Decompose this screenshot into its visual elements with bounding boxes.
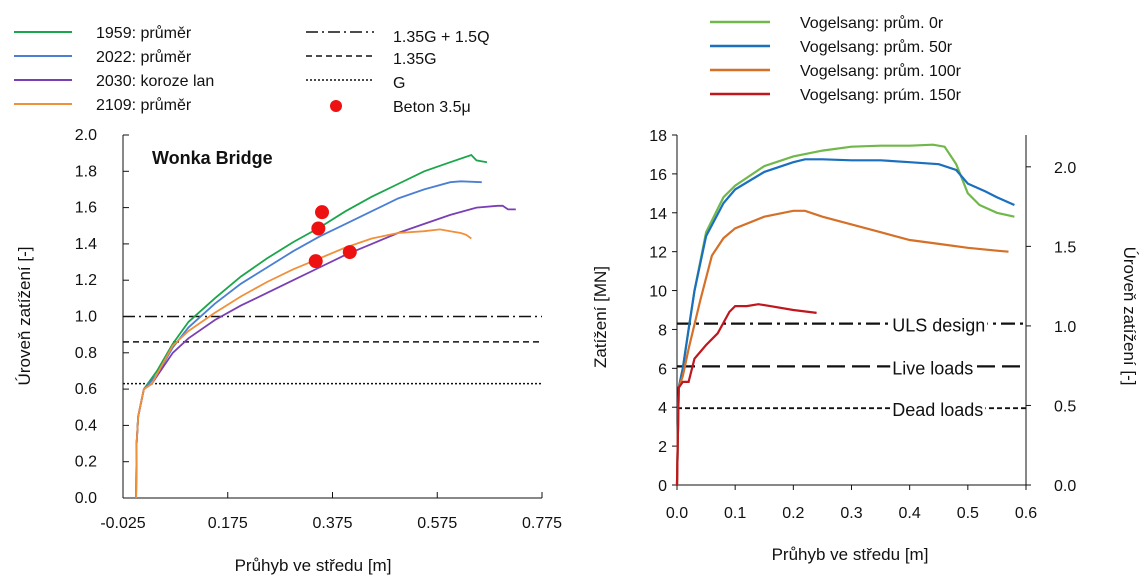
right-y-tick-label: 8 <box>658 322 667 339</box>
legend-label-2030: 2030: koroze lan <box>96 73 214 90</box>
right-y-tick-label: 14 <box>649 206 667 223</box>
right-ref-label-bg <box>890 405 986 412</box>
legend-label-g: G <box>393 75 405 92</box>
left-y-tick-label: 1.0 <box>75 309 97 326</box>
right-series-line-vogelsang-pr-m-150r <box>675 303 817 486</box>
left-y-tick-label: 0.4 <box>75 417 97 434</box>
left-x-tick-label: 0.775 <box>522 515 562 532</box>
legend-label-135g: 1.35G <box>393 51 437 68</box>
right-series-line-vogelsang-pr-m-50r <box>675 158 1015 486</box>
right-y-tick-label: 16 <box>649 167 667 184</box>
left-y-axis-label: Úroveň zatížení [-] <box>15 247 34 386</box>
left-legend: 1959: průměr 2022: průměr 2030: koroze l… <box>14 24 490 116</box>
right-x-tick-label: 0.5 <box>957 505 979 522</box>
right-series-line-vogelsang-pr-m-100r <box>675 209 1009 486</box>
right-ref-label-dead-loads: Dead loads <box>892 400 983 420</box>
legend-label-100r: Vogelsang: prům. 100r <box>800 62 962 80</box>
left-x-tick-label: 0.175 <box>208 515 248 532</box>
right-y2-tick-label: 1.0 <box>1054 319 1076 336</box>
legend-label-150r: Vogelsang: prúm. 150r <box>800 87 962 104</box>
left-beton-marker <box>311 221 326 236</box>
right-plot-area: 0 2 4 6 8 10 12 14 16 18 0.0 0.5 1.0 1.5 2.0 0.0 0.1 0.2 0… <box>649 128 1076 522</box>
right-x-tick-label: 0.1 <box>724 505 746 522</box>
left-x-tick-label: -0.025 <box>100 515 145 532</box>
left-x-tick-label: 0.375 <box>312 515 352 532</box>
right-ref-label-bg <box>890 320 988 327</box>
left-y-tick-label: 2.0 <box>75 127 97 144</box>
left-x-tick-label: 0.575 <box>417 515 457 532</box>
right-chart: Vogelsang: prům. 0r Vogelsang: prům. 50r… <box>591 14 1139 564</box>
right-y2-tick-label: 1.5 <box>1054 239 1076 256</box>
legend-label-2022: 2022: průměr <box>96 48 192 66</box>
right-ref-label-live-loads: Live loads <box>892 358 973 378</box>
left-y-tick-label: 0.2 <box>75 454 97 471</box>
left-y-tick-label: 1.4 <box>75 236 97 253</box>
right-y-tick-label: 18 <box>649 128 667 145</box>
right-x-tick-label: 0.0 <box>666 505 688 522</box>
left-beton-marker <box>315 205 330 220</box>
right-legend: Vogelsang: prům. 0r Vogelsang: prům. 50r… <box>710 14 962 104</box>
right-ref-label-bg <box>890 363 976 370</box>
left-y-tick-label: 0.0 <box>75 490 97 507</box>
legend-label-2109: 2109: průměr <box>96 96 192 114</box>
right-y-axis-label: Zatížení [MN] <box>591 266 610 368</box>
legend-swatch-beton <box>330 100 342 112</box>
left-y-tick-label: 0.8 <box>75 345 97 362</box>
right-x-tick-label: 0.2 <box>782 505 804 522</box>
left-beton-marker <box>308 254 323 269</box>
legend-label-uls: 1.35G + 1.5Q <box>393 29 490 46</box>
left-y-tick-label: 1.2 <box>75 272 97 289</box>
right-y2-tick-label: 0.0 <box>1054 478 1076 495</box>
left-y-tick-label: 1.8 <box>75 163 97 180</box>
right-y-tick-label: 6 <box>658 361 667 378</box>
right-y-tick-label: 2 <box>658 439 667 456</box>
right-y-tick-label: 12 <box>649 245 667 262</box>
left-chart: 1959: průměr 2022: průměr 2030: koroze l… <box>14 24 562 575</box>
right-y2-tick-label: 2.0 <box>1054 160 1076 177</box>
right-y-tick-label: 4 <box>658 400 667 417</box>
right-x-tick-label: 0.3 <box>840 505 862 522</box>
right-x-tick-label: 0.6 <box>1015 505 1037 522</box>
left-chart-title: Wonka Bridge <box>152 148 273 168</box>
left-series-line-2030-koroze-lan <box>135 204 516 499</box>
right-ref-label-uls-design: ULS design <box>892 316 985 336</box>
right-x-axis-label: Průhyb ve středu [m] <box>772 545 929 564</box>
right-y2-axis-label: Úroveň zatížení [-] <box>1120 247 1139 386</box>
legend-label-beton: Beton 3.5μ <box>393 99 471 116</box>
right-x-tick-label: 0.4 <box>899 505 921 522</box>
left-y-tick-label: 0.6 <box>75 381 97 398</box>
left-x-axis-label: Průhyb ve středu [m] <box>235 556 392 575</box>
left-series-line-2109-pr-m-r <box>135 228 472 499</box>
left-y-tick-label: 1.6 <box>75 200 97 217</box>
legend-label-1959: 1959: průměr <box>96 24 192 42</box>
right-y-tick-label: 10 <box>649 284 667 301</box>
legend-label-0r: Vogelsang: prům. 0r <box>800 14 944 32</box>
left-plot-area: 0.0 0.2 0.4 0.6 0.8 1.0 1.2 1.4 1.6 1.8 2.0 -0.025 0… <box>75 127 562 532</box>
legend-label-50r: Vogelsang: prům. 50r <box>800 38 953 56</box>
right-y-tick-label: 0 <box>658 478 667 495</box>
left-beton-marker <box>342 245 357 260</box>
right-y2-tick-label: 0.5 <box>1054 398 1076 415</box>
